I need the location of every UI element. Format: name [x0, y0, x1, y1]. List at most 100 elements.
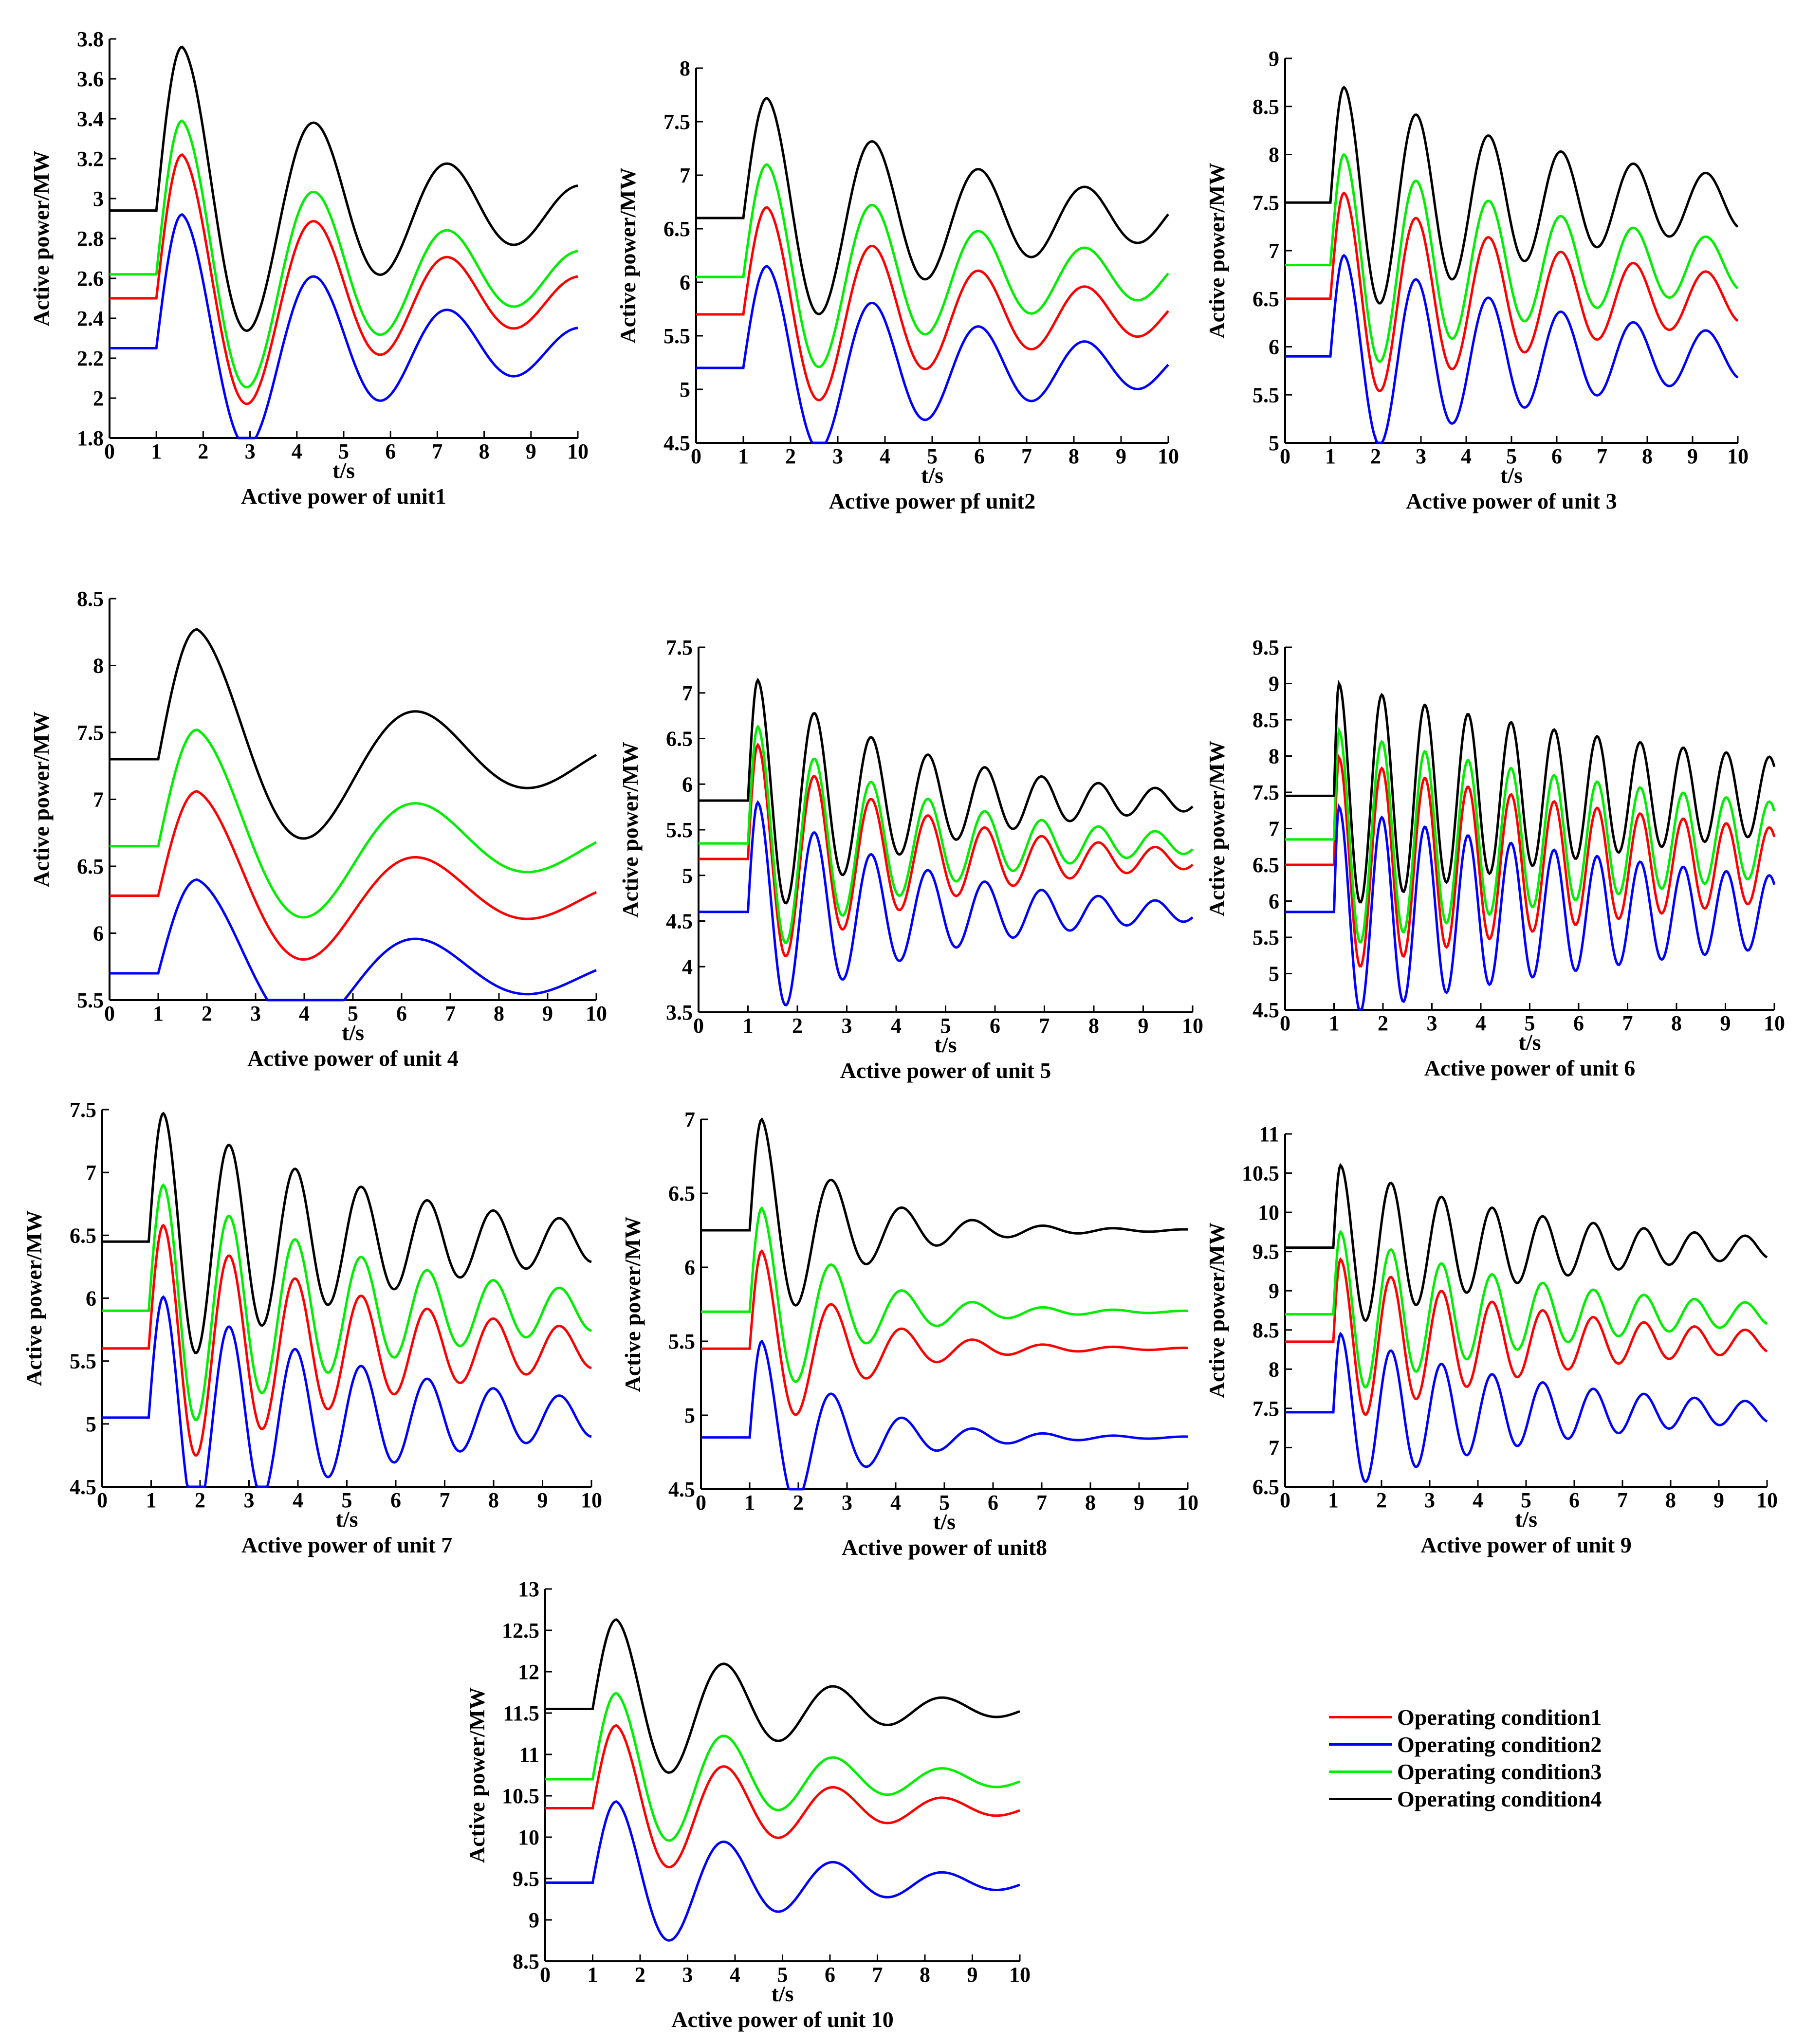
y-tick-label: 9 — [1269, 47, 1279, 71]
chart-panel-10: 0 1 2 3 4 5 6 7 8 9 108.599.51010.51111.51212.513t… — [464, 1577, 1031, 2032]
y-tick-label: 7 — [1269, 817, 1279, 841]
series-line-condition2 — [110, 878, 597, 1002]
y-axis-label: Active power/MW — [29, 150, 54, 327]
y-tick-label: 4.5 — [663, 431, 690, 455]
y-tick-label: 8 — [93, 654, 104, 678]
y-tick-label: 3 — [93, 187, 104, 211]
y-tick-label: 7.5 — [70, 1098, 96, 1122]
x-tick-label: 4 — [890, 1491, 901, 1515]
x-tick-label: 4 — [1461, 444, 1472, 468]
x-tick-label: 7 — [445, 1002, 456, 1025]
x-tick-label: 8 — [1068, 444, 1079, 468]
y-axis-label: Active power/MW — [615, 167, 640, 344]
x-tick-label: 9 — [1138, 1014, 1149, 1038]
x-tick-label: 10 — [1009, 1963, 1031, 1987]
y-axis-label: Active power/MW — [620, 1216, 645, 1392]
legend-item: Operating condition3 — [1329, 1758, 1670, 1785]
x-tick-label: 8 — [1665, 1488, 1676, 1512]
chart-title: Active power of unit 5 — [840, 1058, 1051, 1083]
y-tick-label: 6.5 — [1252, 853, 1279, 877]
series-line-condition4 — [1285, 85, 1739, 305]
y-tick-label: 7 — [682, 681, 693, 705]
x-tick-label: 5 — [1506, 444, 1517, 468]
y-tick-label: 3.8 — [77, 27, 104, 51]
y-tick-label: 9.5 — [1252, 1240, 1279, 1264]
y-tick-label: 8 — [1269, 143, 1279, 167]
y-tick-label: 8 — [1269, 745, 1279, 768]
y-tick-label: 6 — [680, 271, 690, 294]
x-tick-label: 6 — [974, 444, 985, 468]
x-tick-label: 7 — [1021, 444, 1032, 468]
y-tick-label: 10.5 — [502, 1784, 539, 1808]
x-tick-label: 8 — [1085, 1491, 1096, 1515]
y-axis-label: Active power/MW — [464, 1687, 489, 1863]
x-tick-label: 5 — [338, 439, 349, 463]
x-tick-label: 0 — [696, 1491, 706, 1515]
y-tick-label: 5.5 — [668, 1330, 695, 1353]
y-tick-label: 9.5 — [1252, 636, 1279, 659]
y-axis-label: Active power/MW — [29, 712, 54, 888]
x-tick-label: 6 — [385, 439, 396, 463]
x-tick-label: 7 — [440, 1488, 450, 1512]
x-tick-label: 8 — [479, 439, 490, 463]
x-tick-label: 5 — [1521, 1488, 1531, 1512]
y-axis-label: Active power/MW — [1204, 163, 1229, 339]
series-line-condition4 — [701, 1117, 1188, 1307]
x-tick-label: 4 — [1475, 1011, 1486, 1035]
x-tick-label: 9 — [1720, 1011, 1731, 1035]
y-tick-label: 6 — [93, 922, 104, 946]
series-line-condition4 — [110, 45, 578, 332]
legend-label: Operating condition2 — [1397, 1732, 1602, 1757]
series-line-condition3 — [110, 119, 578, 389]
y-tick-label: 5.5 — [77, 988, 104, 1012]
x-tick-label: 10 — [1182, 1014, 1203, 1038]
series-line-condition2 — [1285, 1332, 1768, 1483]
series-line-condition2 — [699, 800, 1194, 1007]
x-tick-label: 0 — [1280, 444, 1290, 468]
series-line-condition4 — [110, 628, 597, 840]
y-tick-label: 6.5 — [666, 727, 693, 751]
x-tick-label: 10 — [567, 439, 589, 463]
chart-panel-5: 0 1 2 3 4 5 6 7 8 9 103.544.555.566.577.5t/sActive… — [618, 636, 1203, 1083]
x-tick-label: 5 — [777, 1963, 788, 1987]
x-tick-label: 3 — [1424, 1488, 1435, 1512]
x-tick-label: 6 — [390, 1488, 401, 1512]
x-axis-label: t/s — [935, 1032, 957, 1057]
x-tick-label: 4 — [293, 1488, 303, 1512]
x-tick-label: 7 — [1597, 444, 1607, 468]
y-tick-label: 7 — [1269, 239, 1279, 263]
y-tick-label: 8.5 — [1252, 1318, 1279, 1342]
y-tick-label: 3.5 — [666, 1001, 693, 1024]
x-tick-label: 5 — [1525, 1011, 1535, 1035]
y-tick-label: 12 — [518, 1660, 539, 1684]
y-tick-label: 6.5 — [663, 217, 690, 241]
y-axis-label: Active power/MW — [1204, 1223, 1229, 1399]
y-tick-label: 5.5 — [663, 324, 690, 348]
y-tick-label: 5 — [1269, 431, 1279, 455]
series-line-condition4 — [1285, 1163, 1768, 1322]
x-tick-label: 0 — [1280, 1011, 1290, 1035]
y-tick-label: 9 — [529, 1908, 539, 1932]
x-tick-label: 8 — [494, 1002, 504, 1025]
x-tick-label: 3 — [682, 1963, 693, 1987]
x-tick-label: 5 — [348, 1002, 358, 1025]
y-tick-label: 7 — [1269, 1436, 1279, 1460]
x-tick-label: 5 — [927, 444, 938, 468]
series-line-condition2 — [102, 1295, 592, 1488]
y-tick-label: 8.5 — [513, 1950, 539, 1973]
y-tick-label: 9 — [1269, 1279, 1279, 1303]
series-line-condition3 — [699, 724, 1194, 945]
y-tick-label: 7.5 — [663, 110, 690, 134]
y-tick-label: 4.5 — [668, 1478, 695, 1501]
x-tick-label: 3 — [244, 1488, 255, 1512]
y-tick-label: 5 — [86, 1412, 96, 1436]
chart-title: Active power of unit 4 — [247, 1046, 459, 1071]
series-line-condition2 — [110, 213, 578, 439]
series-line-condition2 — [1285, 254, 1739, 444]
x-tick-label: 10 — [1158, 444, 1179, 468]
x-tick-label: 0 — [97, 1488, 108, 1512]
y-tick-label: 3.4 — [77, 107, 104, 131]
x-tick-label: 7 — [1039, 1014, 1050, 1038]
y-tick-label: 5.5 — [666, 818, 693, 842]
